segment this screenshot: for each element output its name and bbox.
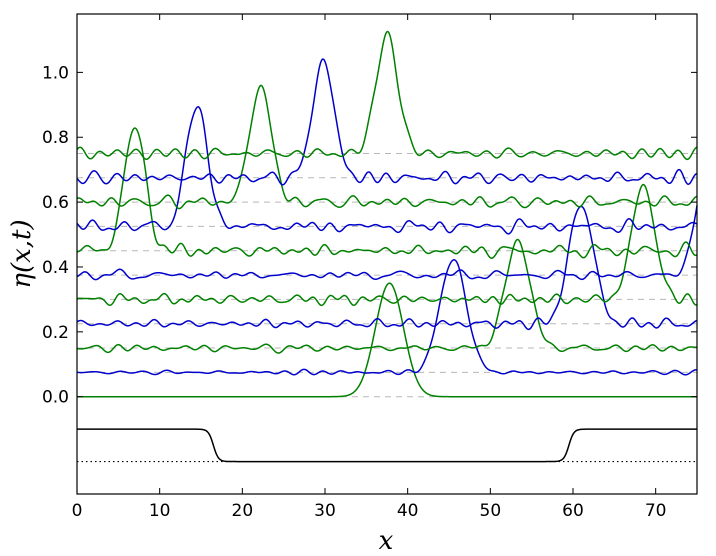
y-tick-label: 0.0 [42,388,69,408]
series-line [76,106,698,235]
series-line [76,84,698,210]
x-tick-label: 20 [232,501,254,521]
series-line [76,127,698,259]
x-tick-label: 0 [72,501,83,521]
x-tick-label: 10 [149,501,171,521]
y-tick-label: 0.6 [42,193,69,213]
series-line [76,238,698,354]
plot-frame [76,13,698,495]
y-tick-label: 0.2 [42,323,69,343]
series-line [76,58,698,186]
x-tick-label: 30 [314,501,336,521]
y-tick-label: 1.0 [42,63,69,83]
series-line [76,205,698,331]
x-axis-title: x [379,526,394,556]
y-tick-label: 0.8 [42,128,69,148]
series-line [77,282,697,398]
series-lines [76,30,698,398]
y-tick-label: 0.4 [42,258,69,278]
x-axis: 0 10 20 30 40 50 60 70 [72,14,667,521]
series-line [76,259,698,376]
x-tick-label: 40 [397,501,419,521]
series-line [76,183,698,307]
series-line [76,30,698,161]
bathymetry-line [77,428,697,463]
x-tick-label: 70 [645,501,667,521]
y-axis: 0.0 0.2 0.4 0.6 0.8 1.0 [42,63,697,408]
y-axis-title: η(x,t) [7,219,37,288]
bathymetry [77,428,697,463]
series-line [76,205,698,281]
x-tick-label: 60 [562,501,584,521]
x-tick-label: 50 [480,501,502,521]
